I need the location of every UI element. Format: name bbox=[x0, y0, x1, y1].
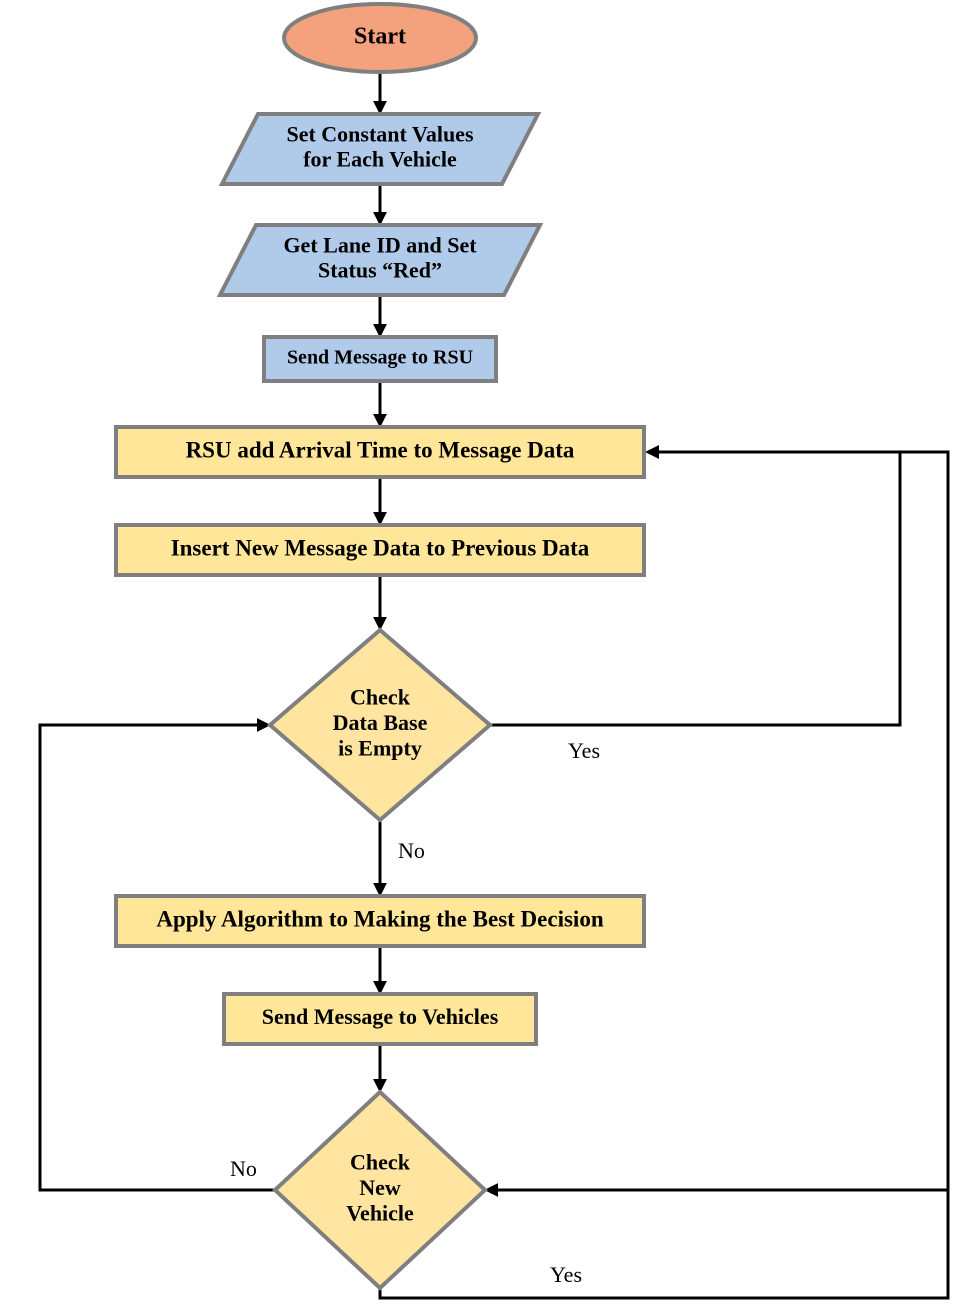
node-check_db: CheckData Baseis Empty bbox=[270, 630, 490, 820]
edge bbox=[490, 452, 900, 725]
node-start: Start bbox=[284, 4, 476, 72]
node-check_new-label: Check bbox=[350, 1150, 411, 1175]
node-check_new-label: New bbox=[359, 1175, 401, 1200]
node-check_db-label: Data Base bbox=[333, 710, 428, 735]
node-check_db-label: Check bbox=[350, 685, 411, 710]
node-check_new-label: Vehicle bbox=[346, 1200, 414, 1225]
edge-label: Yes bbox=[550, 1262, 582, 1287]
node-send_msg: Send Message to RSU bbox=[264, 337, 496, 381]
node-get_lane-label: Status “Red” bbox=[318, 258, 442, 283]
node-send_msg-label: Send Message to RSU bbox=[287, 347, 473, 369]
node-insert_msg-label: Insert New Message Data to Previous Data bbox=[171, 535, 590, 560]
node-apply_algo: Apply Algorithm to Making the Best Decis… bbox=[116, 896, 644, 946]
node-get_lane: Get Lane ID and SetStatus “Red” bbox=[220, 225, 540, 295]
node-send_vehicles-label: Send Message to Vehicles bbox=[262, 1004, 499, 1029]
node-rsu_add-label: RSU add Arrival Time to Message Data bbox=[186, 437, 575, 462]
node-check_db-label: is Empty bbox=[338, 735, 422, 760]
node-get_lane-label: Get Lane ID and Set bbox=[283, 232, 477, 257]
node-rsu_add: RSU add Arrival Time to Message Data bbox=[116, 427, 644, 477]
edge bbox=[40, 725, 275, 1190]
edge-label: No bbox=[398, 838, 425, 863]
edge-label: Yes bbox=[568, 738, 600, 763]
node-set_const-label: Set Constant Values bbox=[286, 121, 473, 146]
node-set_const: Set Constant Valuesfor Each Vehicle bbox=[222, 114, 538, 184]
flowchart-canvas: Start Set Constant Valuesfor Each Vehicle… bbox=[0, 0, 980, 1314]
node-insert_msg: Insert New Message Data to Previous Data bbox=[116, 525, 644, 575]
node-start-label: Start bbox=[354, 24, 406, 50]
node-send_vehicles: Send Message to Vehicles bbox=[224, 994, 536, 1044]
node-check_new: CheckNewVehicle bbox=[275, 1092, 485, 1288]
node-apply_algo-label: Apply Algorithm to Making the Best Decis… bbox=[156, 906, 603, 931]
edge-label: No bbox=[230, 1156, 257, 1181]
node-set_const-label: for Each Vehicle bbox=[303, 147, 457, 172]
